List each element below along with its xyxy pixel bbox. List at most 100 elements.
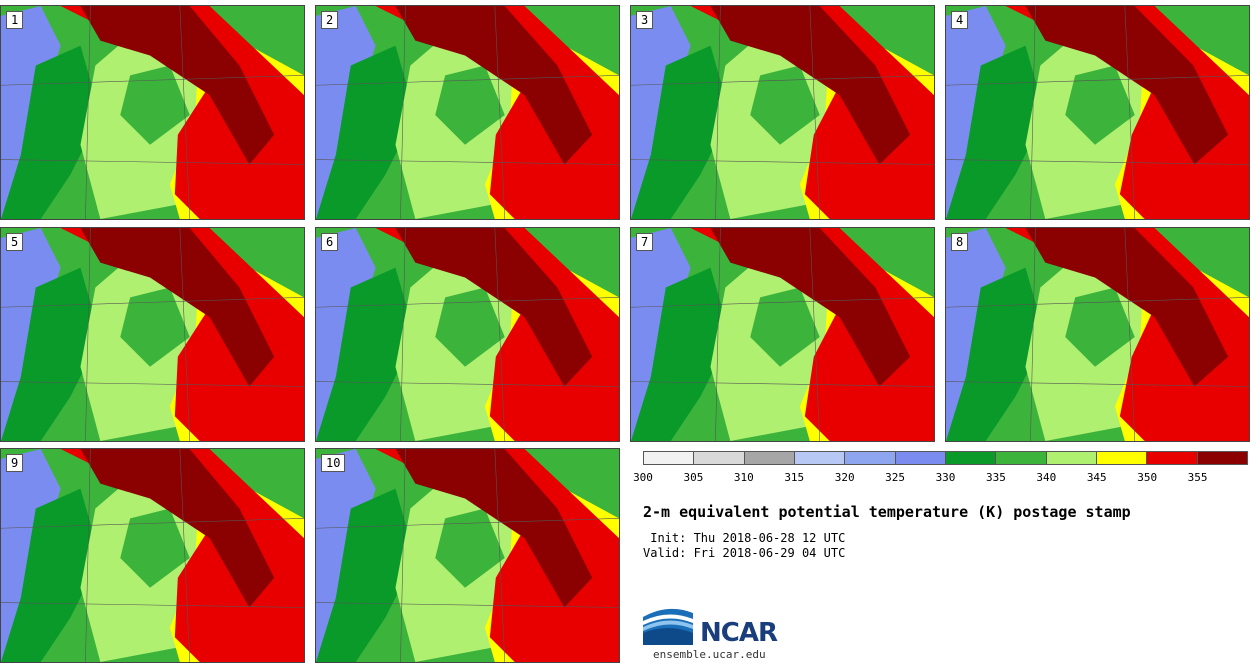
state-boundary bbox=[316, 297, 619, 308]
contour-region bbox=[120, 65, 190, 145]
colorbar-cell bbox=[744, 452, 795, 464]
contour-region bbox=[946, 45, 1046, 219]
contour-region bbox=[1065, 65, 1135, 145]
state-boundary bbox=[946, 159, 1249, 165]
state-boundary bbox=[715, 228, 721, 441]
state-boundary bbox=[809, 228, 821, 441]
member-number-label: 8 bbox=[951, 233, 969, 251]
ncar-logo-icon bbox=[643, 608, 693, 645]
contour-region bbox=[259, 449, 304, 509]
contour-region bbox=[375, 6, 619, 219]
contour-region bbox=[60, 449, 304, 662]
contour-region bbox=[80, 228, 275, 387]
colorbar-cell bbox=[794, 452, 846, 464]
state-boundary bbox=[494, 449, 506, 662]
theta-e-field-map bbox=[631, 228, 934, 441]
ensemble-member-panel: 1 bbox=[0, 5, 305, 220]
theta-e-field-map bbox=[316, 228, 619, 441]
state-boundary bbox=[715, 6, 721, 219]
contour-region bbox=[316, 45, 416, 219]
state-boundary bbox=[1, 75, 304, 86]
contour-region bbox=[1005, 228, 1249, 441]
colorbar-tick-label: 340 bbox=[1036, 471, 1057, 484]
colorbar-tick-label: 325 bbox=[885, 471, 906, 484]
state-boundary bbox=[400, 228, 406, 441]
contour-region bbox=[259, 6, 304, 66]
contour-region bbox=[80, 449, 275, 608]
state-boundary bbox=[1124, 228, 1136, 441]
contour-region bbox=[395, 6, 593, 165]
ensemble-member-panel: 5 bbox=[0, 227, 305, 442]
member-number-label: 9 bbox=[6, 454, 24, 472]
contour-region bbox=[395, 449, 593, 608]
contour-region bbox=[1005, 6, 1249, 219]
member-number-label: 6 bbox=[321, 233, 339, 251]
state-boundary bbox=[1030, 228, 1036, 441]
state-boundary bbox=[631, 297, 934, 308]
state-boundary bbox=[85, 449, 91, 662]
state-boundary bbox=[316, 381, 619, 387]
colorbar-tick-label: 300 bbox=[633, 471, 653, 484]
state-boundary bbox=[809, 6, 821, 219]
contour-region bbox=[1025, 228, 1229, 387]
state-boundary bbox=[1030, 6, 1036, 219]
state-boundary bbox=[179, 449, 191, 662]
contour-region bbox=[1065, 287, 1135, 367]
contour-region bbox=[690, 228, 934, 441]
colorbar-tick-label: 330 bbox=[935, 471, 956, 484]
ensemble-member-panel: 8 bbox=[945, 227, 1250, 442]
state-boundary bbox=[85, 228, 91, 441]
state-boundary bbox=[946, 381, 1249, 387]
state-boundary bbox=[316, 602, 619, 608]
contour-region bbox=[1, 45, 101, 219]
theta-e-field-map bbox=[631, 6, 934, 219]
contour-region bbox=[574, 6, 619, 66]
member-number-label: 2 bbox=[321, 11, 339, 29]
member-number-label: 4 bbox=[951, 11, 969, 29]
state-boundary bbox=[1, 159, 304, 165]
contour-region bbox=[1204, 228, 1249, 288]
logo-text: NCAR bbox=[700, 618, 778, 648]
state-boundary bbox=[400, 6, 406, 219]
state-boundary bbox=[1, 297, 304, 308]
colorbar-tick-label: 305 bbox=[683, 471, 704, 484]
state-boundary bbox=[1, 381, 304, 387]
contour-region bbox=[316, 488, 416, 662]
theta-e-field-map bbox=[1, 6, 304, 219]
contour-region bbox=[259, 228, 304, 288]
member-number-label: 10 bbox=[321, 454, 346, 472]
colorbar-cell bbox=[644, 452, 695, 464]
contour-region bbox=[631, 267, 731, 441]
colorbar-tick-label: 345 bbox=[1086, 471, 1107, 484]
ensemble-member-panel: 7 bbox=[630, 227, 935, 442]
colorbar bbox=[643, 451, 1248, 465]
contour-region bbox=[750, 287, 820, 367]
colorbar-tick-label: 335 bbox=[985, 471, 1006, 484]
contour-region bbox=[80, 6, 275, 165]
contour-region bbox=[60, 228, 304, 441]
theta-e-field-map bbox=[1, 228, 304, 441]
contour-region bbox=[120, 508, 190, 588]
state-boundary bbox=[946, 297, 1249, 308]
website-url: ensemble.ucar.edu bbox=[653, 648, 766, 661]
contour-region bbox=[946, 267, 1046, 441]
state-boundary bbox=[1, 602, 304, 608]
contour-region bbox=[690, 6, 934, 219]
ensemble-member-panel: 3 bbox=[630, 5, 935, 220]
state-boundary bbox=[631, 381, 934, 387]
theta-e-field-map bbox=[1, 449, 304, 662]
contour-region bbox=[435, 287, 505, 367]
colorbar-tick-label: 350 bbox=[1137, 471, 1158, 484]
ensemble-member-panel: 6 bbox=[315, 227, 620, 442]
colorbar-cell bbox=[1197, 452, 1247, 464]
contour-region bbox=[889, 228, 934, 288]
state-boundary bbox=[85, 6, 91, 219]
state-boundary bbox=[494, 6, 506, 219]
init-time: Init: Thu 2018-06-28 12 UTC bbox=[643, 531, 846, 545]
colorbar-tick-label: 355 bbox=[1187, 471, 1208, 484]
colorbar-cell bbox=[845, 452, 896, 464]
colorbar-tick-label: 320 bbox=[834, 471, 855, 484]
contour-region bbox=[120, 287, 190, 367]
contour-region bbox=[574, 449, 619, 509]
colorbar-cell bbox=[945, 452, 997, 464]
